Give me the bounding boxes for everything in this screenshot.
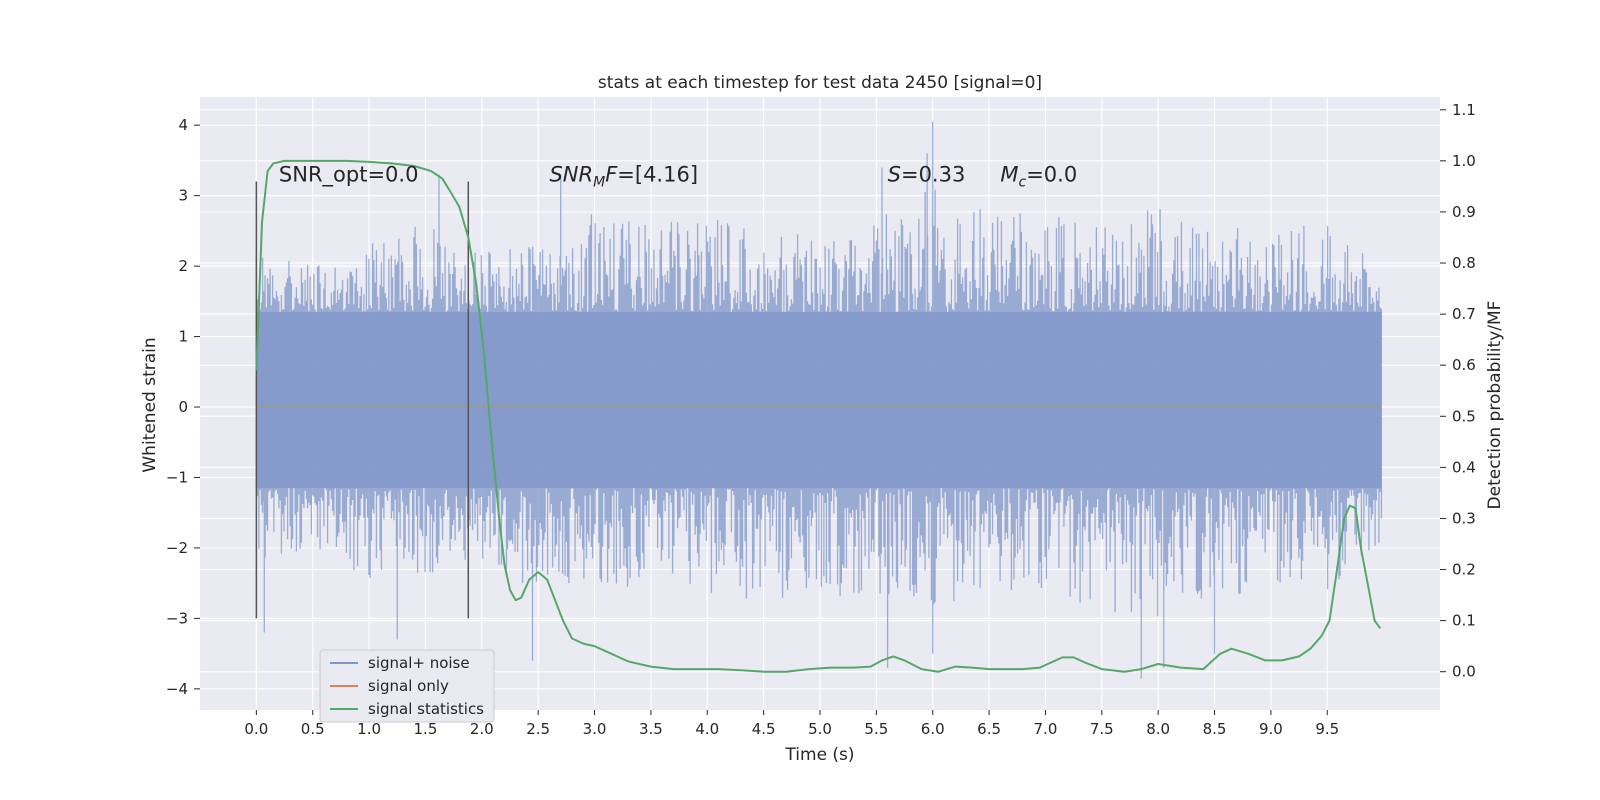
x-tick-label: 1.5 <box>414 720 438 738</box>
x-tick-label: 5.5 <box>864 720 888 738</box>
annotation: SNRMF=[4.16] <box>549 163 698 191</box>
legend: signal+ noise signal only signal statist… <box>319 649 495 723</box>
x-tick-label: 1.0 <box>357 720 381 738</box>
x-tick-label: 9.0 <box>1259 720 1283 738</box>
x-tick-label: 8.0 <box>1146 720 1170 738</box>
x-ticks: 0.0 0.5 1.0 1.5 2.0 2.5 3.0 3.5 4.0 4.5 5.0 5.5 6.0 6… <box>244 710 1339 738</box>
y2-tick-label: 0.0 <box>1452 663 1476 681</box>
annotation: Mc=0.0 <box>1000 163 1077 191</box>
y2-tick-label: 1.1 <box>1452 101 1476 119</box>
x-tick-label: 9.5 <box>1315 720 1339 738</box>
y2-tick-label: 0.2 <box>1452 561 1476 579</box>
signal-plus-noise-series <box>255 121 1383 679</box>
y-tick-label: 0 <box>178 398 188 416</box>
signal-statistics-line <box>255 159 1382 673</box>
annotation: S=0.33 <box>888 163 966 187</box>
legend-label-signal-statistics: signal statistics <box>368 700 484 718</box>
legend-label-signal-noise: signal+ noise <box>368 654 470 672</box>
y2-tick-label: 1.0 <box>1452 152 1476 170</box>
y2-axis-label: Detection probability/MF <box>1485 301 1505 510</box>
x-tick-label: 7.0 <box>1034 720 1058 738</box>
x-tick-label: 3.5 <box>639 720 663 738</box>
x-tick-label: 3.0 <box>583 720 607 738</box>
x-tick-label: 2.0 <box>470 720 494 738</box>
x-tick-label: 0.0 <box>244 720 268 738</box>
x-tick-label: 6.5 <box>977 720 1001 738</box>
x-axis-label: Time (s) <box>784 745 854 765</box>
y-tick-label: 3 <box>178 187 188 205</box>
annotations: SNR_opt=0.0 SNRMF=[4.16] S=0.33 Mc=0.0 <box>279 163 1077 191</box>
y-tick-label: −2 <box>166 539 188 557</box>
y2-tick-label: 0.5 <box>1452 407 1476 425</box>
y2-tick-label: 0.8 <box>1452 254 1476 272</box>
y-tick-label: 1 <box>178 328 188 346</box>
y2-tick-label: 0.7 <box>1452 305 1476 323</box>
x-tick-label: 0.5 <box>301 720 325 738</box>
chart-title: stats at each timestep for test data 245… <box>598 73 1042 93</box>
y-axis-label: Whitened strain <box>140 337 160 472</box>
signal-statistics-series <box>255 159 1382 673</box>
x-tick-label: 6.0 <box>921 720 945 738</box>
legend-label-signal-only: signal only <box>368 677 449 695</box>
y-tick-label: −4 <box>166 680 188 698</box>
legend-box <box>319 649 495 723</box>
y2-tick-label: 0.3 <box>1452 509 1476 527</box>
y-tick-label: 4 <box>178 116 188 134</box>
y2-tick-label: 0.9 <box>1452 203 1476 221</box>
x-tick-label: 2.5 <box>526 720 550 738</box>
x-tick-label: 8.5 <box>1203 720 1227 738</box>
x-tick-label: 7.5 <box>1090 720 1114 738</box>
vertical-markers <box>255 181 470 619</box>
x-tick-label: 5.0 <box>808 720 832 738</box>
y-tick-label: −3 <box>166 609 188 627</box>
x-tick-label: 4.5 <box>752 720 776 738</box>
annotation: SNR_opt=0.0 <box>279 163 419 188</box>
x-tick-label: 4.0 <box>695 720 719 738</box>
y-tick-label: 2 <box>178 257 188 275</box>
y2-ticks: 0.0 0.1 0.2 0.3 0.4 0.5 0.6 0.7 0.8 0.9 1.0 1.1 <box>1440 101 1476 681</box>
y-ticks: −4 −3 −2 −1 0 1 2 3 4 <box>166 116 200 698</box>
y-tick-label: −1 <box>166 468 188 486</box>
y2-tick-label: 0.6 <box>1452 356 1476 374</box>
y2-tick-label: 0.1 <box>1452 612 1476 630</box>
y2-tick-label: 0.4 <box>1452 458 1476 476</box>
